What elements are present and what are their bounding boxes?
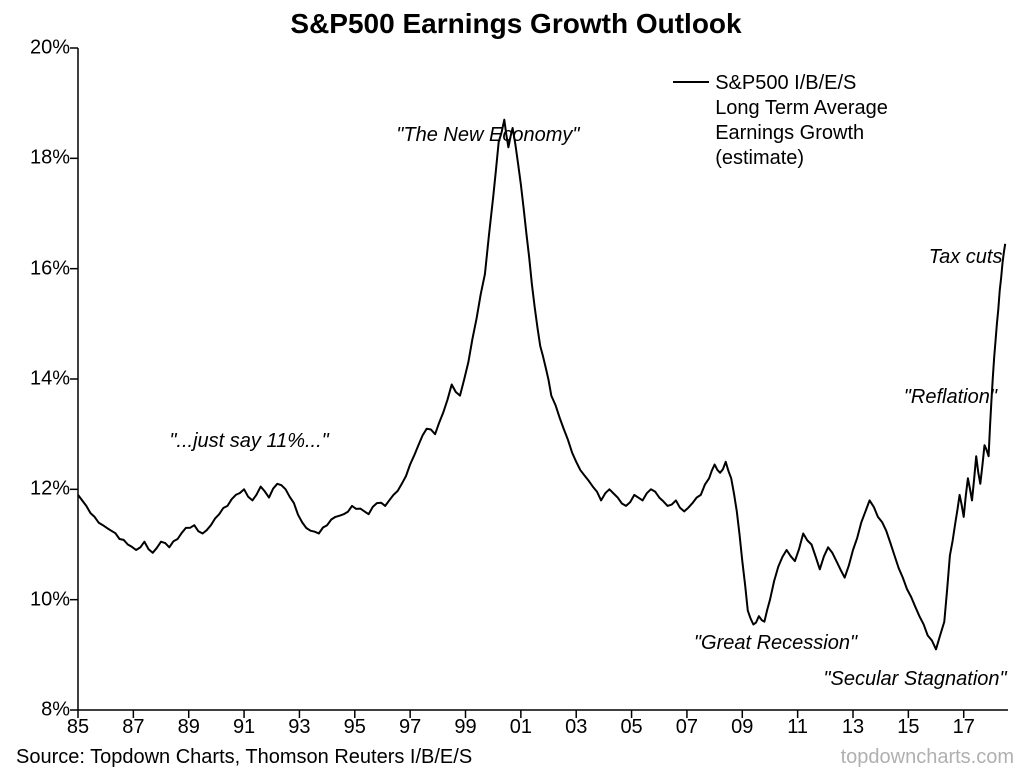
x-tick-label: 93: [288, 710, 310, 739]
x-tick-label: 97: [399, 710, 421, 739]
x-tick-label: 85: [67, 710, 89, 739]
x-tick-label: 99: [454, 710, 476, 739]
source-text: Source: Topdown Charts, Thomson Reuters …: [16, 746, 472, 769]
y-tick-label: 18%: [30, 147, 78, 170]
annotation: "The New Economy": [396, 124, 579, 147]
x-tick-label: 09: [731, 710, 753, 739]
legend: S&P500 I/B/E/SLong Term AverageEarnings …: [673, 71, 888, 171]
legend-text: S&P500 I/B/E/SLong Term AverageEarnings …: [715, 71, 888, 171]
annotation: "...just say 11%...": [169, 430, 328, 453]
annotation: Tax cuts: [929, 246, 1003, 269]
plot-area: 8%10%12%14%16%18%20%85878991939597990103…: [78, 48, 1008, 710]
x-tick-label: 11: [787, 710, 808, 739]
annotation: "Secular Stagnation": [823, 668, 1006, 691]
x-tick-label: 03: [565, 710, 587, 739]
y-tick-label: 12%: [30, 478, 78, 501]
legend-line-swatch: [673, 81, 709, 83]
watermark-text: topdowncharts.com: [841, 746, 1014, 769]
x-tick-label: 17: [953, 710, 975, 739]
x-tick-label: 95: [344, 710, 366, 739]
y-tick-label: 10%: [30, 588, 78, 611]
x-tick-label: 01: [510, 710, 532, 739]
annotation: "Great Recession": [694, 632, 857, 655]
annotation: "Reflation": [904, 386, 997, 409]
y-tick-label: 16%: [30, 257, 78, 280]
y-tick-label: 20%: [30, 37, 78, 60]
x-tick-label: 15: [897, 710, 919, 739]
y-tick-label: 14%: [30, 368, 78, 391]
chart-container: S&P500 Earnings Growth Outlook 8%10%12%1…: [0, 0, 1032, 781]
x-tick-label: 87: [122, 710, 144, 739]
x-tick-label: 13: [842, 710, 864, 739]
x-tick-label: 89: [178, 710, 200, 739]
chart-title: S&P500 Earnings Growth Outlook: [0, 8, 1032, 40]
x-tick-label: 91: [233, 710, 255, 739]
x-tick-label: 05: [620, 710, 642, 739]
series-line: [78, 120, 1005, 650]
x-tick-label: 07: [676, 710, 698, 739]
